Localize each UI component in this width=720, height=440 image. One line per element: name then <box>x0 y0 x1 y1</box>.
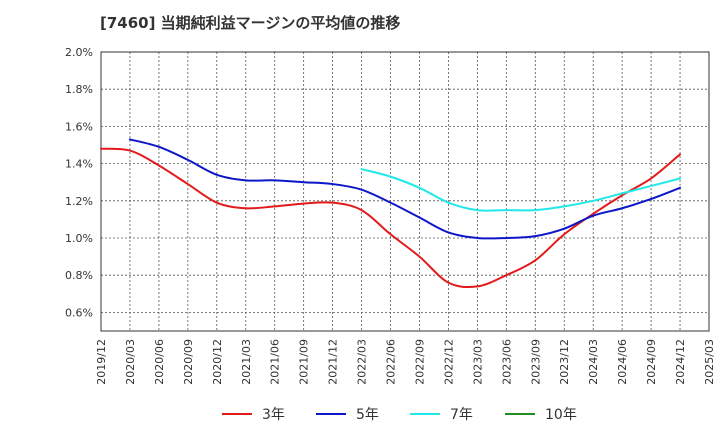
x-tick-label: 2023/06 <box>500 339 513 385</box>
x-tick-label: 2022/12 <box>442 339 455 385</box>
legend-label: 5年 <box>356 407 379 423</box>
x-tick-label: 2019/12 <box>95 339 108 385</box>
series-line-3 <box>360 168 682 212</box>
y-tick-label: 1.4% <box>65 158 93 171</box>
x-tick-label: 2020/09 <box>182 339 195 385</box>
x-tick-label: 2022/03 <box>356 339 369 385</box>
x-tick-label: 2021/09 <box>298 339 311 385</box>
x-tick-label: 2023/03 <box>471 339 484 385</box>
plot-area <box>101 52 709 331</box>
x-tick-label: 2021/12 <box>327 339 340 385</box>
chart-title: [7460] 当期純利益マージンの平均値の推移 <box>100 14 401 32</box>
x-tick-label: 2022/09 <box>413 339 426 385</box>
legend-label: 3年 <box>262 407 285 423</box>
x-tick-label: 2024/06 <box>616 339 629 385</box>
x-tick-label: 2025/03 <box>703 339 716 385</box>
x-tick-label: 2023/09 <box>529 339 542 385</box>
series-line-2 <box>128 138 682 240</box>
x-tick-label: 2023/12 <box>558 339 571 385</box>
plot-border <box>100 51 710 332</box>
y-tick-label: 0.8% <box>65 269 93 282</box>
y-tick-label: 2.0% <box>65 46 93 59</box>
x-tick-label: 2024/12 <box>674 339 687 385</box>
y-tick-label: 1.8% <box>65 83 93 96</box>
x-tick-label: 2024/09 <box>645 339 658 385</box>
x-tick-label: 2021/06 <box>269 339 282 385</box>
x-tick-label: 2022/06 <box>385 339 398 385</box>
x-tick-label: 2020/06 <box>153 339 166 385</box>
legend-label: 10年 <box>545 407 577 423</box>
y-tick-label: 1.6% <box>65 120 93 133</box>
y-tick-label: 1.0% <box>65 232 93 245</box>
x-tick-label: 2024/03 <box>587 339 600 385</box>
x-tick-label: 2020/12 <box>211 339 224 385</box>
y-tick-label: 1.2% <box>65 195 93 208</box>
legend-label: 7年 <box>450 407 473 423</box>
x-tick-label: 2020/03 <box>124 339 137 385</box>
y-tick-label: 0.6% <box>65 306 93 319</box>
x-tick-label: 2021/03 <box>240 339 253 385</box>
